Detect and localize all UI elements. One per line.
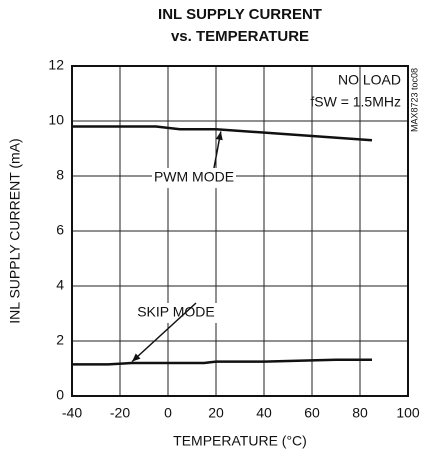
annotation: NO LOAD	[338, 72, 401, 88]
x-tick-label: -40	[62, 405, 82, 421]
x-tick-label: 0	[164, 405, 172, 421]
y-tick-label: 0	[56, 387, 64, 403]
plot-frame	[71, 65, 409, 397]
arrow-head	[215, 131, 223, 141]
x-tick-label: -20	[110, 405, 130, 421]
series-label: PWM MODE	[154, 169, 234, 185]
y-tick-label: 2	[56, 332, 64, 348]
chart-title: INL SUPPLY CURRENT	[158, 6, 322, 23]
x-tick-label: 80	[352, 405, 368, 421]
annotation: MAX8723 toc08	[409, 68, 419, 132]
data-line	[72, 125, 373, 142]
y-tick-label: 12	[48, 57, 64, 73]
x-tick-label: 60	[304, 405, 320, 421]
y-axis-label: INL SUPPLY CURRENT (mA)	[7, 138, 23, 323]
x-axis-label: TEMPERATURE (°C)	[173, 433, 307, 449]
x-tick-label: 20	[208, 405, 224, 421]
series-label: SKIP MODE	[137, 304, 215, 320]
label-bg	[134, 303, 218, 323]
arrow	[131, 302, 197, 363]
x-tick-label: 40	[256, 405, 272, 421]
y-tick-label: 4	[56, 277, 64, 293]
arrow-head	[132, 353, 141, 362]
annotation: fSW = 1.5MHz	[310, 94, 401, 110]
label-bg	[152, 168, 236, 188]
x-tick-label: 100	[396, 405, 420, 421]
data-line	[72, 358, 372, 366]
y-tick-label: 10	[48, 112, 64, 128]
y-tick-label: 6	[56, 222, 64, 238]
y-tick-label: 8	[56, 167, 64, 183]
chart-title: vs. TEMPERATURE	[171, 28, 309, 45]
